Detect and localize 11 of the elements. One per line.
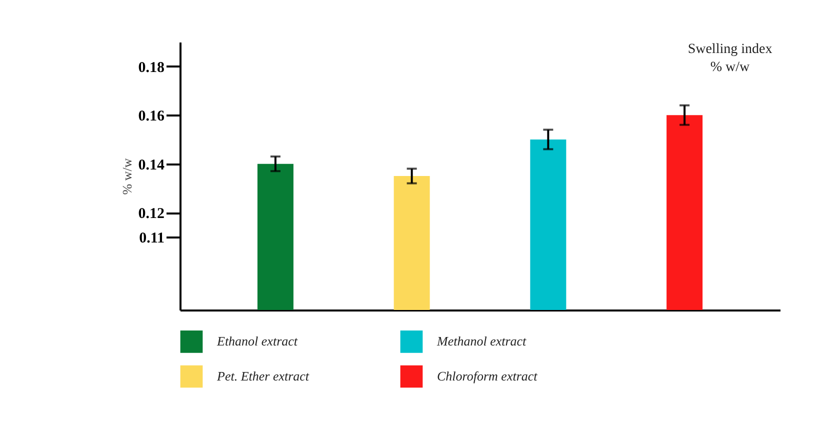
legend-label: Pet. Ether extract [216,368,310,384]
y-tick-label: 0.14 [138,157,165,174]
annotation: Swelling index % w/w [688,42,772,75]
y-axis-title: % w/w [119,158,134,195]
y-tick-label: 0.18 [138,60,164,76]
legend-label: Chloroform extract [437,368,538,384]
y-tick-label: 0.11 [139,230,164,246]
y-tick-label: 0.16 [138,108,165,125]
legend-label: Ethanol extract [216,334,298,349]
legend-label: Methanol extract [436,334,527,349]
y-tick-label: 0.12 [138,206,164,222]
